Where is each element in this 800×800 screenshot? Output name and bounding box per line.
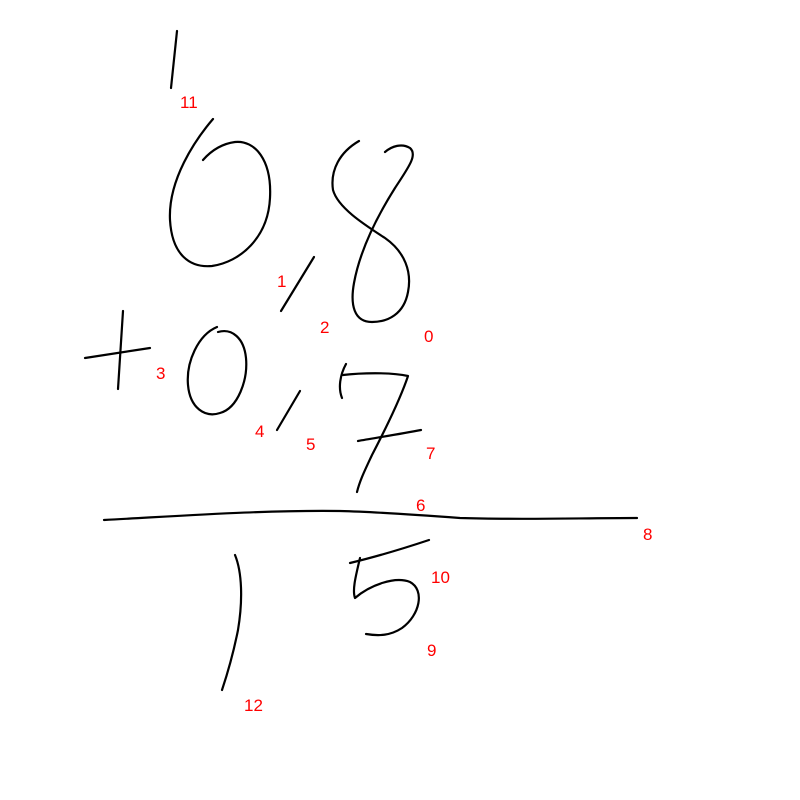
stroke-3-plus-horizontal xyxy=(83,346,152,360)
label-7: 7 xyxy=(426,444,435,463)
stroke-4 xyxy=(275,389,302,432)
stroke-1 xyxy=(279,255,316,313)
stroke-8-digit xyxy=(331,139,414,324)
stroke-7-crossbar xyxy=(356,428,423,443)
stroke-11 xyxy=(169,29,179,90)
stroke-12 xyxy=(220,553,243,692)
stroke-4-digit xyxy=(186,325,248,416)
stroke-3-plus-vertical xyxy=(116,309,125,391)
stroke-0-digit xyxy=(168,117,272,268)
label-1: 1 xyxy=(277,272,286,291)
stroke-10 xyxy=(348,538,431,565)
label-5: 5 xyxy=(306,435,315,454)
label-9: 9 xyxy=(427,641,436,660)
stroke-5 xyxy=(338,362,348,400)
label-2: 2 xyxy=(320,318,329,337)
label-12: 12 xyxy=(244,696,263,715)
stroke-9-digit xyxy=(352,556,420,637)
label-0: 0 xyxy=(424,327,433,346)
label-4: 4 xyxy=(255,422,264,441)
label-3: 3 xyxy=(156,364,165,383)
stroke-8-line xyxy=(102,509,639,522)
label-10: 10 xyxy=(431,568,450,587)
label-8: 8 xyxy=(643,525,652,544)
stroke-7-digit xyxy=(341,372,410,494)
label-11: 11 xyxy=(180,93,198,112)
label-6: 6 xyxy=(416,496,425,515)
